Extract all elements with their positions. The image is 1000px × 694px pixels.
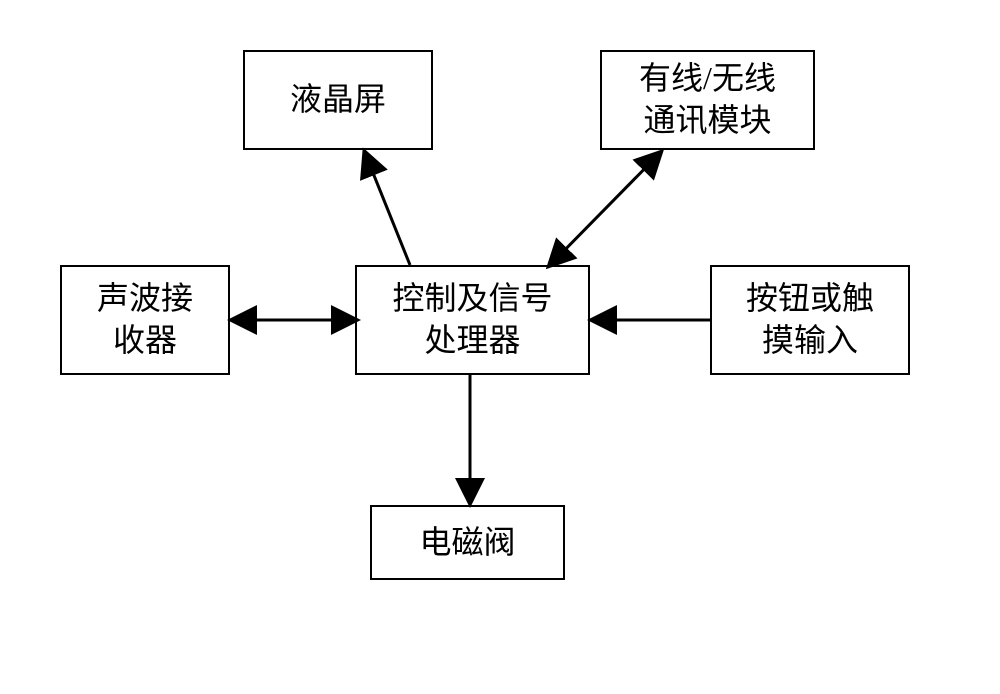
node-valve: 电磁阀	[370, 505, 565, 580]
node-input-label: 按钮或触摸输入	[746, 278, 874, 361]
edge-controller-lcd	[365, 153, 410, 265]
node-controller-label: 控制及信号处理器	[392, 278, 552, 361]
node-receiver: 声波接收器	[60, 265, 230, 375]
node-lcd-label: 液晶屏	[290, 79, 386, 121]
edge-controller-comm	[550, 153, 660, 265]
node-comm-label: 有线/无线通讯模块	[639, 58, 776, 141]
node-lcd: 液晶屏	[243, 50, 433, 150]
node-valve-label: 电磁阀	[419, 522, 515, 564]
node-controller: 控制及信号处理器	[355, 265, 590, 375]
node-input: 按钮或触摸输入	[710, 265, 910, 375]
node-receiver-label: 声波接收器	[97, 278, 193, 361]
block-diagram: 液晶屏 有线/无线通讯模块 声波接收器 控制及信号处理器 按钮或触摸输入 电磁阀	[60, 50, 940, 644]
node-comm: 有线/无线通讯模块	[600, 50, 815, 150]
